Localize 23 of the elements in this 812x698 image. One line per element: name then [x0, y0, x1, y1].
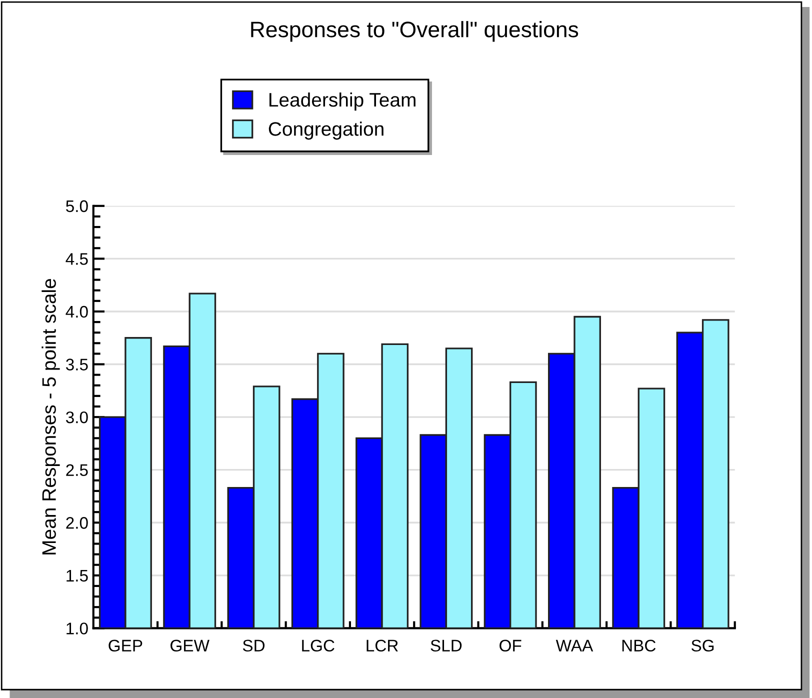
y-tick-label: 4.5	[66, 253, 88, 265]
y-tick-label: 1.0	[66, 622, 88, 634]
x-tick-label: WAA	[556, 640, 594, 652]
y-tick-label: 2.5	[66, 464, 88, 476]
x-tick-label: GEW	[170, 640, 210, 652]
x-tick-label: SD	[242, 640, 265, 652]
y-axis-title: Mean Responses - 5 point scale	[42, 279, 60, 554]
legend-label: Congregation	[268, 122, 384, 140]
y-tick-label: 4.0	[66, 306, 88, 318]
chart-title: Responses to "Overall" questions	[251, 21, 578, 42]
x-tick-label: GEP	[108, 640, 142, 652]
x-tick-label: SG	[692, 640, 714, 652]
y-tick-label: 5.0	[66, 200, 88, 212]
y-tick-label: 1.5	[66, 570, 88, 582]
x-tick-label: LCR	[366, 640, 398, 652]
y-tick-label: 3.5	[66, 358, 88, 370]
y-tick-label: 2.0	[66, 517, 88, 529]
y-tick-label: 3.0	[66, 411, 88, 424]
x-tick-label: OF	[500, 640, 522, 652]
x-tick-label: LGC	[302, 640, 334, 652]
x-tick-label: NBC	[622, 640, 656, 652]
legend-label: Leadership Team	[269, 92, 416, 111]
x-tick-label: SLD	[430, 640, 462, 652]
